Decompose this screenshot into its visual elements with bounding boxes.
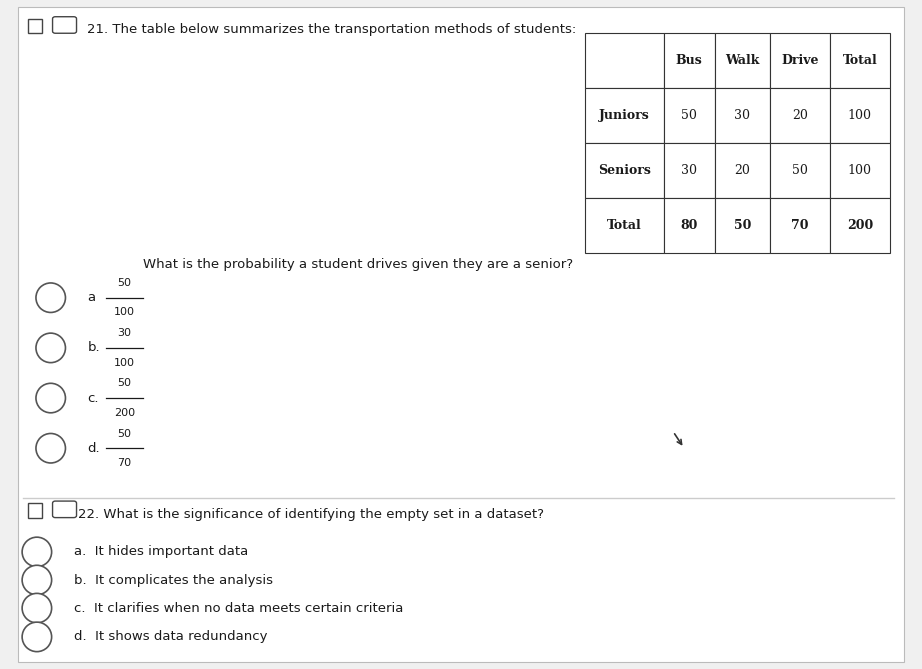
Text: c.  It clarifies when no data meets certain criteria: c. It clarifies when no data meets certa… — [74, 601, 403, 615]
Text: d.  It shows data redundancy: d. It shows data redundancy — [74, 630, 267, 644]
Text: Total: Total — [608, 219, 642, 232]
Text: 50: 50 — [117, 429, 132, 438]
FancyBboxPatch shape — [715, 143, 770, 198]
FancyBboxPatch shape — [830, 198, 890, 253]
Text: 20: 20 — [792, 109, 808, 122]
FancyBboxPatch shape — [53, 501, 77, 518]
FancyBboxPatch shape — [715, 33, 770, 88]
Text: Seniors: Seniors — [598, 164, 651, 177]
FancyBboxPatch shape — [585, 143, 664, 198]
FancyBboxPatch shape — [770, 198, 830, 253]
Text: c.: c. — [88, 391, 99, 405]
Ellipse shape — [36, 333, 65, 363]
FancyBboxPatch shape — [28, 19, 42, 33]
FancyBboxPatch shape — [770, 88, 830, 143]
Text: 50: 50 — [734, 219, 751, 232]
Text: What is the probability a student drives given they are a senior?: What is the probability a student drives… — [143, 258, 573, 270]
Text: 22. What is the significance of identifying the empty set in a dataset?: 22. What is the significance of identify… — [78, 508, 544, 521]
Ellipse shape — [36, 383, 65, 413]
FancyBboxPatch shape — [830, 88, 890, 143]
Ellipse shape — [22, 622, 52, 652]
Text: d.: d. — [88, 442, 100, 455]
FancyBboxPatch shape — [585, 198, 664, 253]
FancyBboxPatch shape — [830, 143, 890, 198]
Text: Total: Total — [843, 54, 877, 68]
Text: 50: 50 — [117, 278, 132, 288]
Text: 70: 70 — [791, 219, 809, 232]
Text: Juniors: Juniors — [599, 109, 650, 122]
Text: 20: 20 — [734, 164, 751, 177]
FancyBboxPatch shape — [28, 503, 42, 518]
Text: 30: 30 — [117, 328, 132, 338]
FancyBboxPatch shape — [664, 88, 715, 143]
Text: Drive: Drive — [781, 54, 819, 68]
Text: 100: 100 — [847, 109, 872, 122]
Ellipse shape — [22, 537, 52, 567]
Text: b.: b. — [88, 341, 100, 355]
Ellipse shape — [22, 593, 52, 623]
Text: 80: 80 — [680, 219, 698, 232]
FancyBboxPatch shape — [664, 33, 715, 88]
Text: b.  It complicates the analysis: b. It complicates the analysis — [74, 573, 273, 587]
FancyBboxPatch shape — [715, 88, 770, 143]
FancyBboxPatch shape — [53, 17, 77, 33]
Text: 70: 70 — [117, 458, 132, 468]
Ellipse shape — [36, 283, 65, 312]
FancyBboxPatch shape — [664, 143, 715, 198]
FancyBboxPatch shape — [585, 88, 664, 143]
Ellipse shape — [36, 434, 65, 463]
Text: 200: 200 — [846, 219, 873, 232]
Text: Bus: Bus — [676, 54, 703, 68]
FancyBboxPatch shape — [585, 33, 664, 88]
FancyBboxPatch shape — [715, 198, 770, 253]
Text: 100: 100 — [114, 308, 135, 317]
FancyBboxPatch shape — [830, 33, 890, 88]
FancyBboxPatch shape — [770, 33, 830, 88]
FancyBboxPatch shape — [18, 7, 904, 662]
Text: 30: 30 — [681, 164, 697, 177]
Text: 30: 30 — [734, 109, 751, 122]
Text: 100: 100 — [847, 164, 872, 177]
Text: 50: 50 — [117, 379, 132, 388]
Text: 50: 50 — [792, 164, 808, 177]
Text: 21. The table below summarizes the transportation methods of students:: 21. The table below summarizes the trans… — [87, 23, 576, 35]
Text: a: a — [88, 291, 96, 304]
Text: 200: 200 — [114, 408, 135, 417]
FancyBboxPatch shape — [664, 198, 715, 253]
Text: 50: 50 — [681, 109, 697, 122]
Ellipse shape — [22, 565, 52, 595]
Text: 100: 100 — [114, 358, 135, 367]
Text: a.  It hides important data: a. It hides important data — [74, 545, 248, 559]
Text: Walk: Walk — [725, 54, 760, 68]
FancyBboxPatch shape — [770, 143, 830, 198]
